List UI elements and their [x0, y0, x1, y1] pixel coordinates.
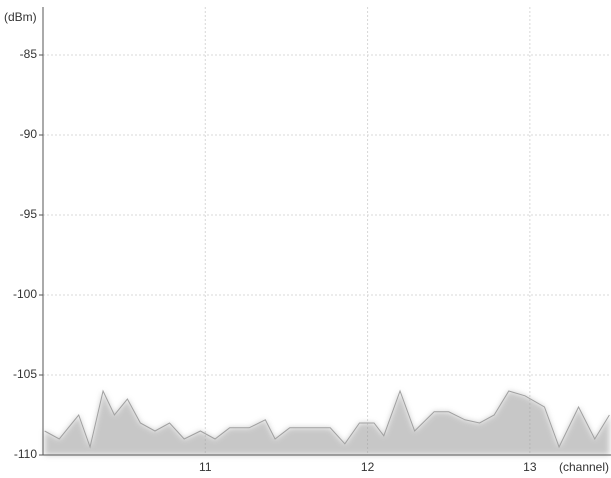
y-tick-label: -110 — [14, 447, 37, 461]
x-axis-label: (channel) — [559, 460, 609, 474]
x-tick-label: 12 — [361, 460, 375, 474]
y-tick-label: -85 — [20, 47, 38, 61]
x-tick-label: 13 — [523, 460, 537, 474]
y-tick-label: -105 — [13, 367, 37, 381]
y-tick-label: -95 — [20, 207, 38, 221]
spectrum-line — [44, 389, 610, 449]
y-axis-label: (dBm) — [4, 10, 37, 24]
y-tick-label: -90 — [20, 127, 38, 141]
x-tick-label: 11 — [199, 460, 212, 474]
y-tick-label: -100 — [13, 287, 37, 301]
spectrum-cloud — [44, 391, 610, 455]
